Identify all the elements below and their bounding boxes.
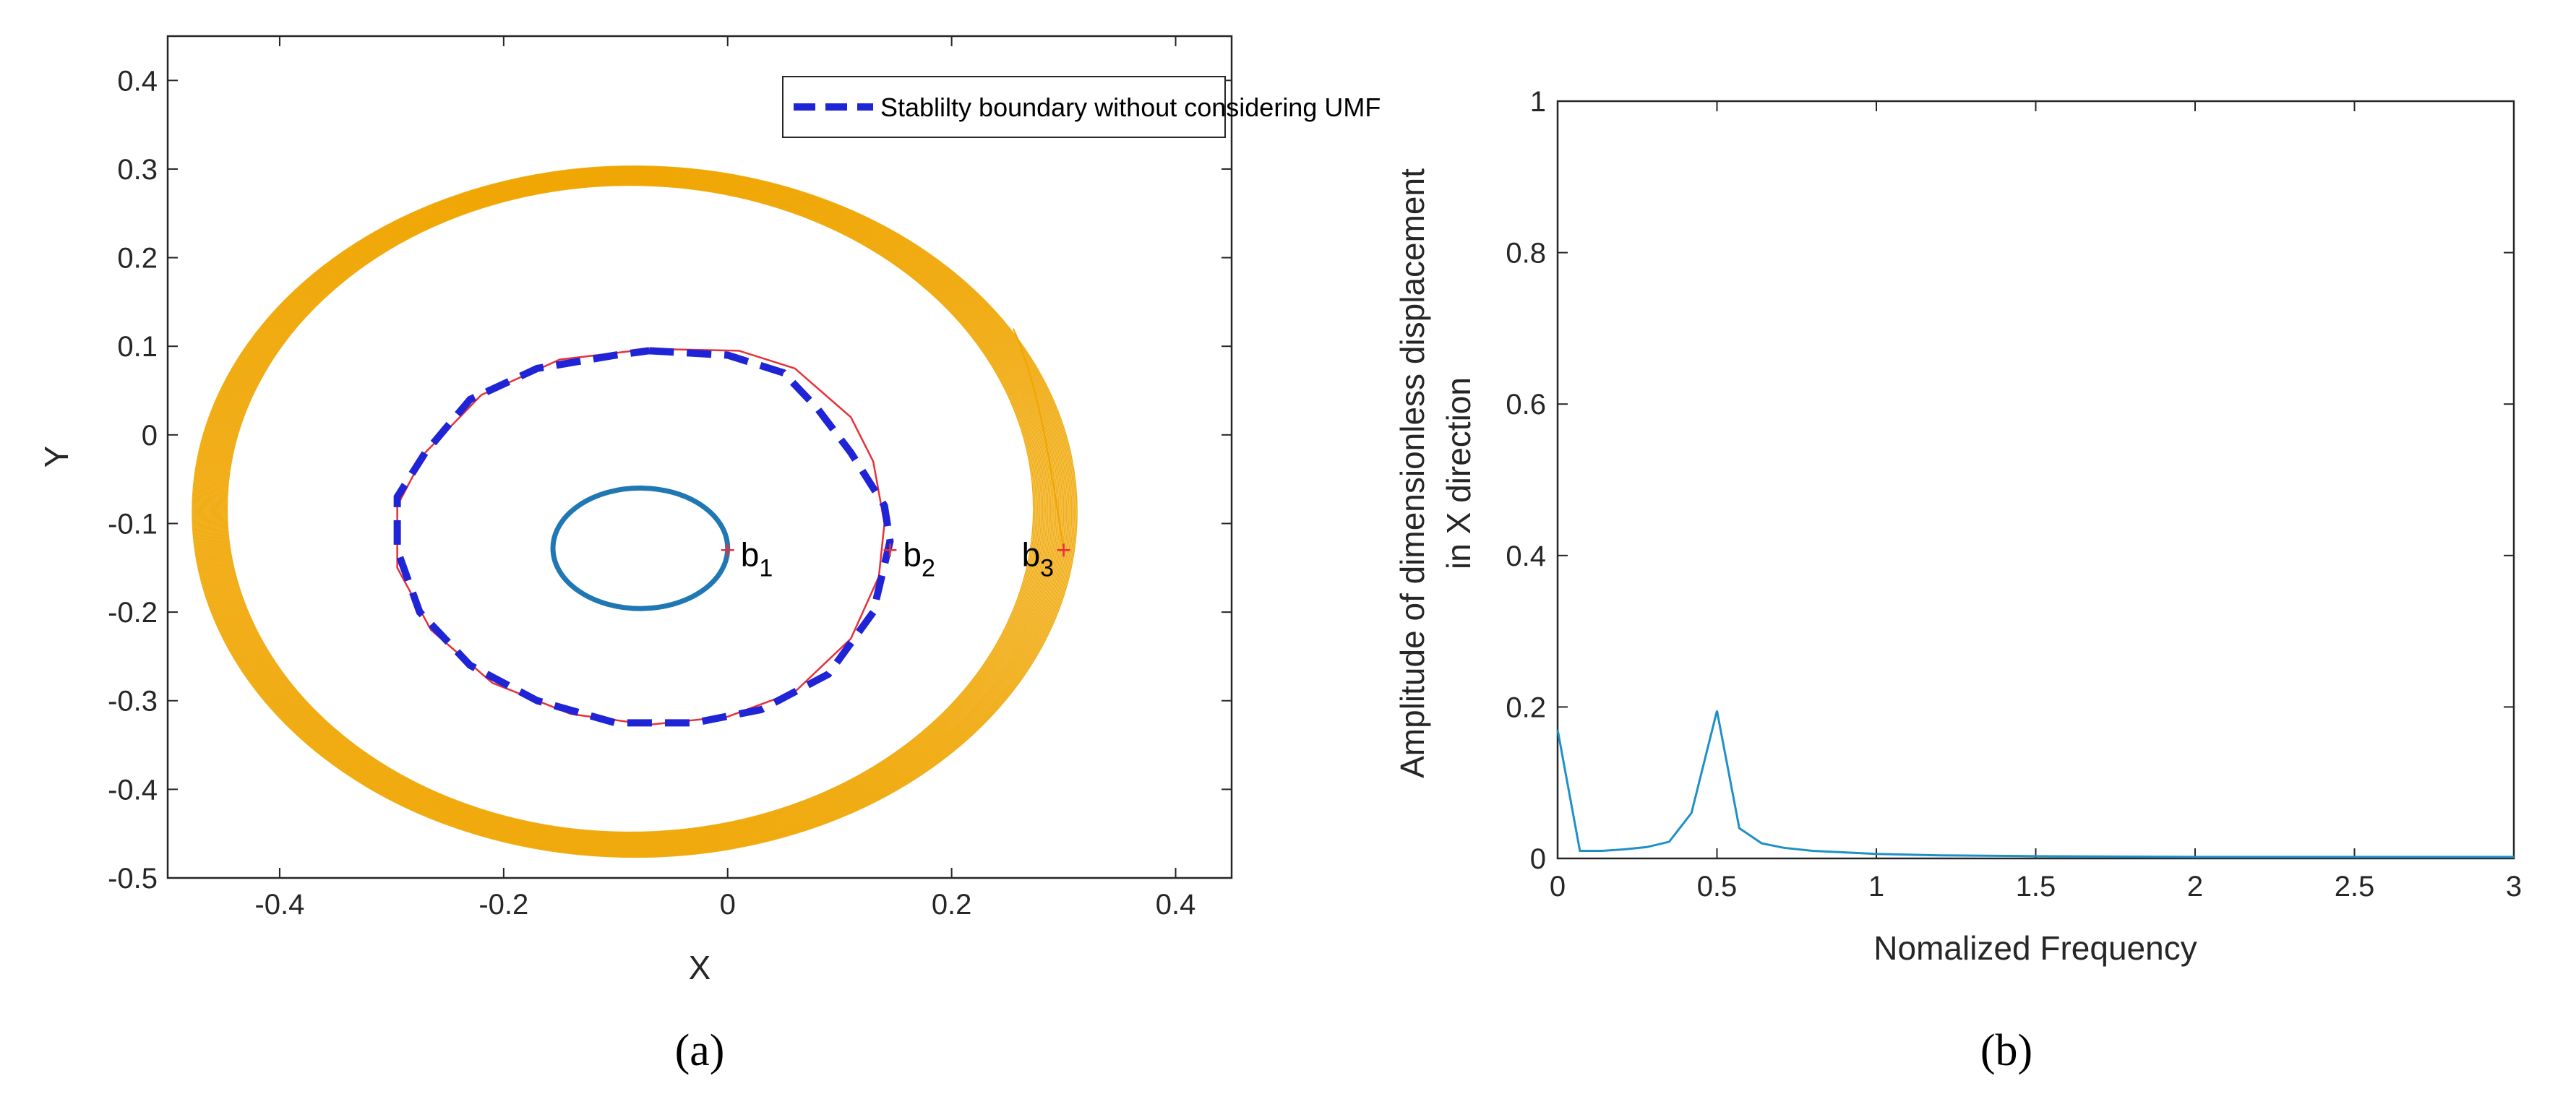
y-tick-label-a: -0.5 bbox=[108, 863, 158, 895]
y-tick-label-a: -0.2 bbox=[108, 597, 158, 629]
orbit-ring bbox=[217, 179, 1047, 840]
orbit-ring bbox=[202, 171, 1065, 850]
axis-ticks-a: -0.4 -0.2 0 0.2 0.4 0.4 0.3 0.2 0.1 0 -0.1 -0.2 -0.3… bbox=[108, 36, 1232, 921]
x-tick-label-a: -0.2 bbox=[478, 889, 528, 921]
x-tick-label-a: 0.2 bbox=[932, 889, 972, 921]
panel-label-a: (a) bbox=[675, 1026, 725, 1075]
orbit-ring bbox=[192, 165, 1077, 858]
legend-box bbox=[782, 76, 1226, 138]
series-layer-a bbox=[192, 165, 1078, 858]
orbit-ring bbox=[222, 182, 1039, 836]
orbit-ring bbox=[213, 177, 1050, 843]
y-tick-label-a: 0.2 bbox=[117, 243, 158, 275]
legend-label: Stablilty boundary without considering U… bbox=[880, 92, 1381, 122]
panel-label-b-text: (b) bbox=[1980, 1026, 2032, 1075]
axis-ticks-b: 0 0.5 1 1.5 2 2.5 3 1 0.8 0.6 0.4 0.2 0 bbox=[1506, 86, 2522, 903]
orbit-ring bbox=[201, 171, 1066, 851]
orbit-ring bbox=[220, 181, 1042, 837]
orbit-ring bbox=[215, 178, 1049, 842]
legend-a: Stablilty boundary without considering U… bbox=[782, 76, 1381, 138]
y-tick-label-b: 0.6 bbox=[1506, 389, 1546, 421]
orbit-ring bbox=[199, 170, 1068, 852]
annotation-label: b1 bbox=[741, 535, 773, 582]
orbit-ring bbox=[221, 181, 1041, 837]
y-tick-label-a: 0 bbox=[142, 420, 158, 452]
orbit-ring bbox=[212, 177, 1052, 843]
annotations-a: b1 b2 b3 bbox=[721, 535, 1070, 582]
x-tick-label-b: 1.5 bbox=[2016, 871, 2056, 903]
orbit-ring bbox=[211, 176, 1053, 844]
y-tick-label-a: 0.1 bbox=[117, 331, 158, 363]
amplitude-line bbox=[1556, 710, 2514, 858]
annotation-label: b2 bbox=[903, 535, 935, 582]
y-tick-label-b: 0 bbox=[1530, 843, 1546, 875]
y-axis-label-b-line1: Amplitude of dimensionless displacement bbox=[1394, 168, 1431, 778]
y-tick-label-a: -0.1 bbox=[108, 508, 158, 540]
axes-frame-b bbox=[1556, 100, 2515, 860]
x-tick-label-a: 0.4 bbox=[1156, 889, 1196, 921]
y-tick-label-b: 0.8 bbox=[1506, 238, 1546, 270]
x-tick-label-b: 0 bbox=[1550, 871, 1566, 903]
y-tick-label-b: 0.4 bbox=[1506, 540, 1546, 572]
y-tick-label-b: 0.2 bbox=[1506, 692, 1546, 723]
orbit-ring bbox=[197, 168, 1071, 854]
y-axis-label-a: Y bbox=[38, 446, 75, 468]
y-tick-label-a: -0.3 bbox=[108, 686, 158, 718]
y-tick-label-b: 1 bbox=[1530, 86, 1546, 118]
orbit-ring bbox=[208, 174, 1057, 846]
y-tick-label-a: -0.4 bbox=[108, 774, 158, 806]
x-tick-label-a: -0.4 bbox=[254, 889, 304, 921]
annotation-label: b3 bbox=[1022, 535, 1055, 582]
orbit-ring bbox=[224, 184, 1037, 835]
orbit-ring bbox=[218, 180, 1045, 839]
panel-label-a-text: (a) bbox=[675, 1026, 725, 1075]
x-axis-label-a: X bbox=[689, 949, 711, 986]
x-tick-label-a: 0 bbox=[720, 889, 736, 921]
orbit-ring bbox=[204, 172, 1062, 849]
orbit-ring bbox=[223, 183, 1039, 835]
y-tick-label-a: 0.4 bbox=[117, 65, 158, 97]
orbit-ring bbox=[210, 175, 1055, 845]
chart-panel-b: 0 0.5 1 1.5 2 2.5 3 1 0.8 0.6 0.4 0.2 0 Nomalized Fr… bbox=[1394, 86, 2522, 1075]
x-tick-label-b: 0.5 bbox=[1697, 871, 1738, 903]
orbit-ring bbox=[196, 168, 1073, 855]
orbit-ring bbox=[192, 165, 1078, 858]
stability-boundary bbox=[393, 347, 894, 727]
orbit-ring bbox=[226, 184, 1034, 833]
y-axis-label-b-line2: in X direction bbox=[1440, 377, 1477, 569]
x-tick-label-b: 1 bbox=[1868, 871, 1884, 903]
orbit-ring bbox=[205, 173, 1061, 848]
orbit-ring bbox=[219, 181, 1044, 838]
orbit-ring bbox=[210, 176, 1055, 845]
x-axis-label-b: Nomalized Frequency bbox=[1873, 929, 2197, 967]
orbit-ring bbox=[197, 168, 1070, 853]
orbit-ring bbox=[199, 169, 1069, 853]
orbit-ring bbox=[194, 166, 1076, 857]
x-tick-label-b: 3 bbox=[2506, 871, 2522, 903]
series-layer-b bbox=[1556, 710, 2514, 858]
orbit-ring bbox=[215, 178, 1047, 840]
orbit-ring bbox=[225, 184, 1036, 834]
orbit-ring bbox=[206, 173, 1060, 848]
x-tick-label-b: 2.5 bbox=[2335, 871, 2375, 903]
chart-panel-a: -0.4 -0.2 0 0.2 0.4 0.4 0.3 0.2 0.1 0 -0.1 -0.2 -0.3… bbox=[38, 35, 1381, 1075]
x-tick-label-b: 2 bbox=[2187, 871, 2203, 903]
y-tick-label-a: 0.3 bbox=[117, 154, 158, 186]
panel-label-b: (b) bbox=[1980, 1026, 2032, 1075]
orbit-ring bbox=[194, 167, 1074, 856]
trajectory-b3-transient bbox=[1012, 328, 1065, 551]
orbit-ring bbox=[203, 171, 1063, 850]
